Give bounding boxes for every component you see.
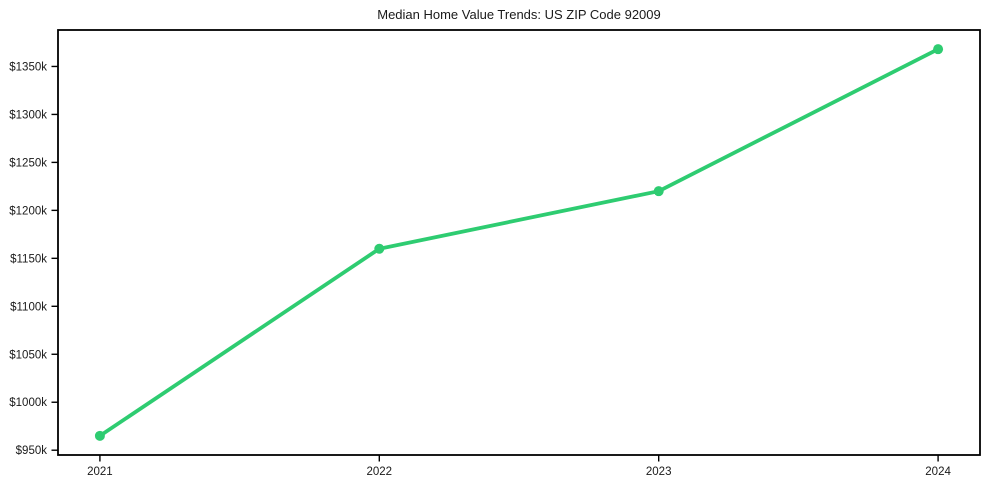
y-axis-tick-label: $1150k xyxy=(10,253,47,265)
plot-border xyxy=(57,29,981,456)
y-axis-tick-label: $1050k xyxy=(9,349,47,361)
y-axis-tick-label: $1000k xyxy=(9,397,47,409)
y-axis-tick-label: $1250k xyxy=(9,157,47,169)
y-axis-tick-label: $1350k xyxy=(9,61,47,73)
data-point-marker-2024 xyxy=(933,44,944,55)
data-point-marker-2021 xyxy=(94,430,105,441)
trend-line xyxy=(98,47,940,438)
x-axis-tick-label: 2022 xyxy=(367,466,393,478)
y-axis-tick-label: $1300k xyxy=(9,109,47,121)
x-axis-tick-label: 2021 xyxy=(87,466,113,478)
x-axis-tick-label: 2023 xyxy=(646,466,672,478)
chart-title: Median Home Value Trends: US ZIP Code 92… xyxy=(377,7,661,22)
y-axis-tick-label: $1100k xyxy=(10,301,47,313)
y-axis-tick-label: $950k xyxy=(16,445,48,457)
x-axis-tick-label: 2024 xyxy=(925,466,951,478)
y-axis-tick-label: $1200k xyxy=(9,205,47,217)
data-point-marker-2023 xyxy=(653,186,664,197)
data-point-marker-2022 xyxy=(374,243,385,254)
